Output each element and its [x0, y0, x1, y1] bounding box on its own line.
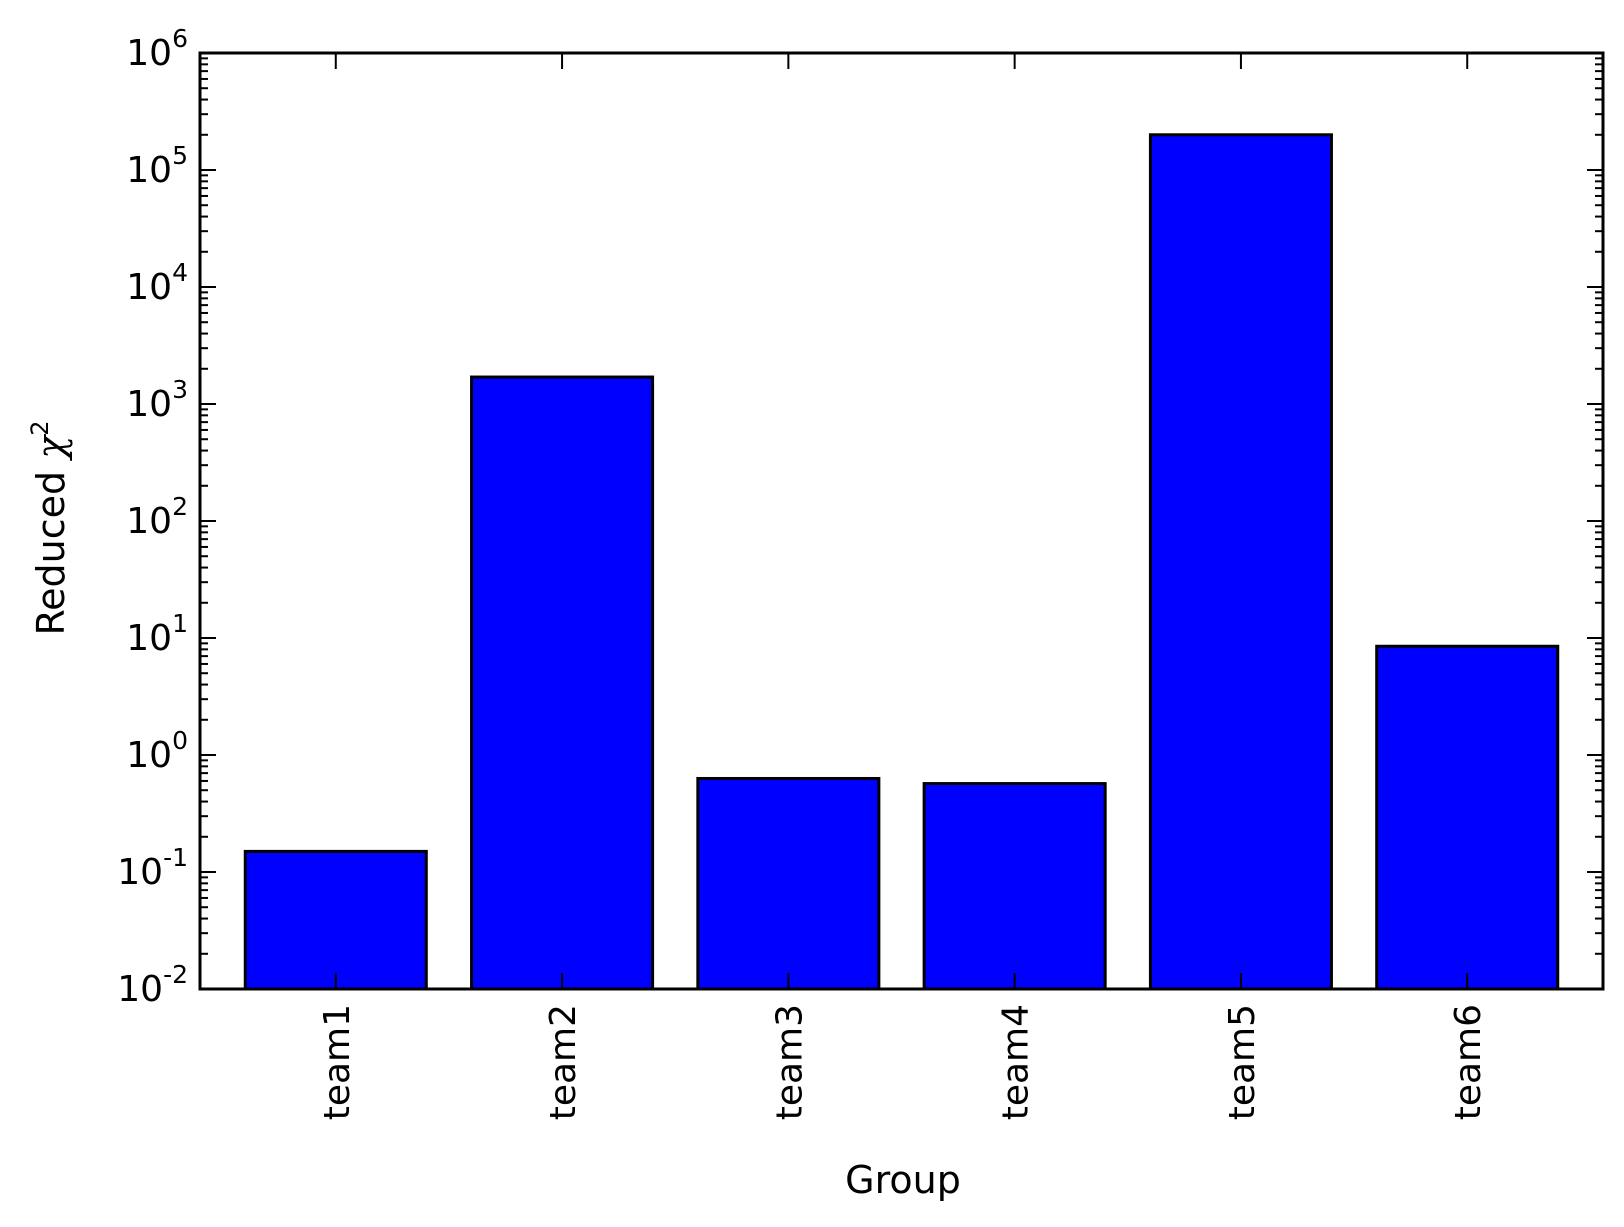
- y-tick-base: 10: [126, 33, 172, 74]
- y-axis-label-text: Reduced: [29, 459, 73, 636]
- plot-frame: [198, 51, 1605, 991]
- y-tick-base: 10: [117, 852, 163, 893]
- y-tick-base: 10: [126, 501, 172, 542]
- bar-team5: [1148, 133, 1333, 991]
- x-tick-label-team3: team3: [769, 1004, 810, 1120]
- y-tick-label: 10-1: [117, 843, 188, 893]
- y-tick-exponent: 6: [172, 24, 188, 53]
- y-tick-base: 10: [126, 267, 172, 308]
- bar-team6: [1375, 644, 1560, 991]
- y-tick-base: 10: [126, 618, 172, 659]
- y-tick-exponent: -1: [163, 843, 188, 872]
- y-axis-label-chi: χ: [29, 434, 73, 462]
- x-axis-label: Group: [845, 1158, 961, 1202]
- x-tick-label-team2: team2: [543, 1004, 584, 1120]
- y-tick-base: 10: [117, 969, 163, 1010]
- y-tick-exponent: 1: [172, 609, 188, 638]
- bar-team3: [696, 776, 881, 991]
- y-tick-exponent: 0: [172, 726, 188, 755]
- y-tick-label: 105: [126, 141, 188, 191]
- x-tick-labels: team1 team2 team3 team4 team5 team6: [317, 1004, 1489, 1120]
- x-tick-label-team5: team5: [1222, 1004, 1263, 1120]
- y-tick-label: 100: [126, 726, 188, 776]
- y-axis-label: Reduced χ2: [26, 420, 73, 635]
- y-tick-base: 10: [126, 384, 172, 425]
- y-tick-label: 10-2: [117, 960, 188, 1010]
- bar-team2: [470, 375, 655, 991]
- y-tick-label: 102: [126, 492, 188, 542]
- x-tick-label-team6: team6: [1448, 1004, 1489, 1120]
- bar-team4: [922, 782, 1107, 991]
- x-tick-label-team4: team4: [996, 1004, 1037, 1120]
- bar-team1: [243, 849, 428, 991]
- y-tick-label: 106: [126, 24, 188, 74]
- y-tick-label: 103: [126, 375, 188, 425]
- y-tick-base: 10: [126, 150, 172, 191]
- y-tick-exponent: 4: [172, 258, 188, 287]
- y-tick-exponent: 3: [172, 375, 188, 404]
- y-tick-base: 10: [126, 735, 172, 776]
- y-tick-label: 101: [126, 609, 188, 659]
- bars-group: [243, 133, 1560, 991]
- y-tick-exponent: 5: [172, 141, 188, 170]
- x-tick-label-team1: team1: [317, 1004, 358, 1120]
- y-axis-label-superscript: 2: [26, 420, 54, 435]
- y-tick-exponent: 2: [172, 492, 188, 521]
- y-tick-exponent: -2: [163, 960, 188, 989]
- y-tick-label: 104: [126, 258, 188, 308]
